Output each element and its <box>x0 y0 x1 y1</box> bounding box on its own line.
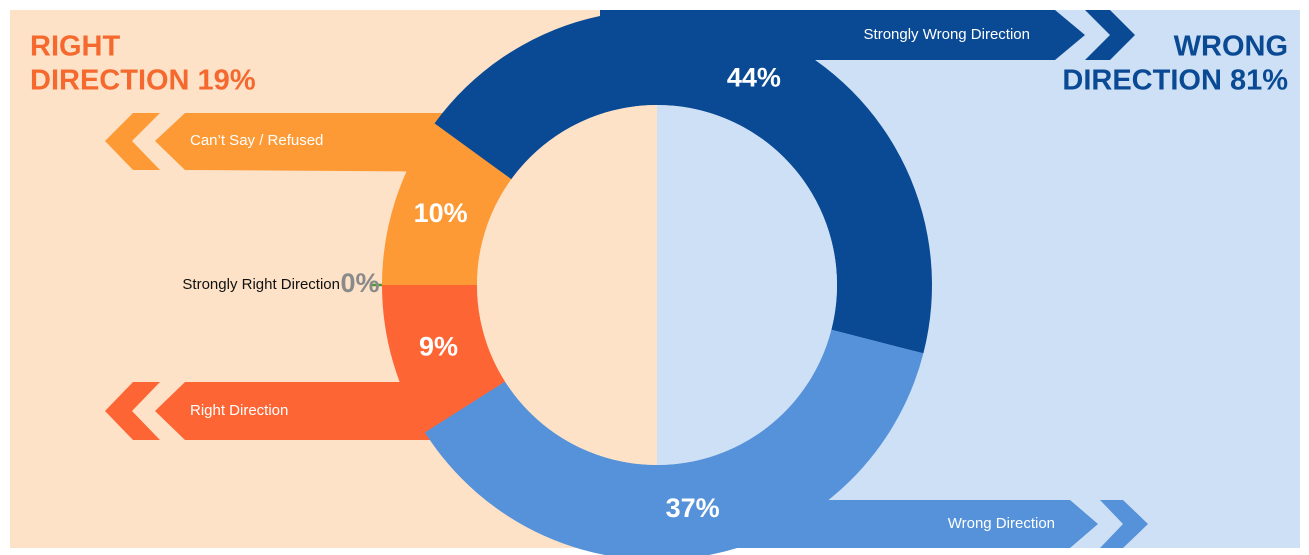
banner-chevron <box>1100 500 1148 548</box>
banner-label: Can’t Say / Refused <box>190 132 323 149</box>
value-label: 9% <box>419 332 458 362</box>
segment <box>434 9 932 354</box>
inner-left <box>477 105 657 465</box>
right-heading: DIRECTION 19% <box>30 65 256 97</box>
wrong-heading: WRONG <box>1174 31 1288 63</box>
category-label: Strongly Right Direction <box>182 276 340 293</box>
value-label: 37% <box>666 493 720 523</box>
banner-chevron <box>105 113 160 170</box>
banner-chevron <box>1085 10 1135 60</box>
segment <box>382 123 512 285</box>
banner-chevron <box>105 382 160 440</box>
segment <box>424 329 924 555</box>
value-label: 44% <box>727 62 781 92</box>
right-heading: RIGHT <box>30 31 121 63</box>
value-label: 0% <box>340 268 379 298</box>
banner-label: Right Direction <box>190 402 288 419</box>
banner-label: Wrong Direction <box>948 515 1055 532</box>
inner-right <box>657 105 837 465</box>
segment <box>382 285 506 433</box>
banner-label: Strongly Wrong Direction <box>864 26 1030 43</box>
wrong-heading: DIRECTION 81% <box>1062 65 1288 97</box>
value-label: 10% <box>414 198 468 228</box>
